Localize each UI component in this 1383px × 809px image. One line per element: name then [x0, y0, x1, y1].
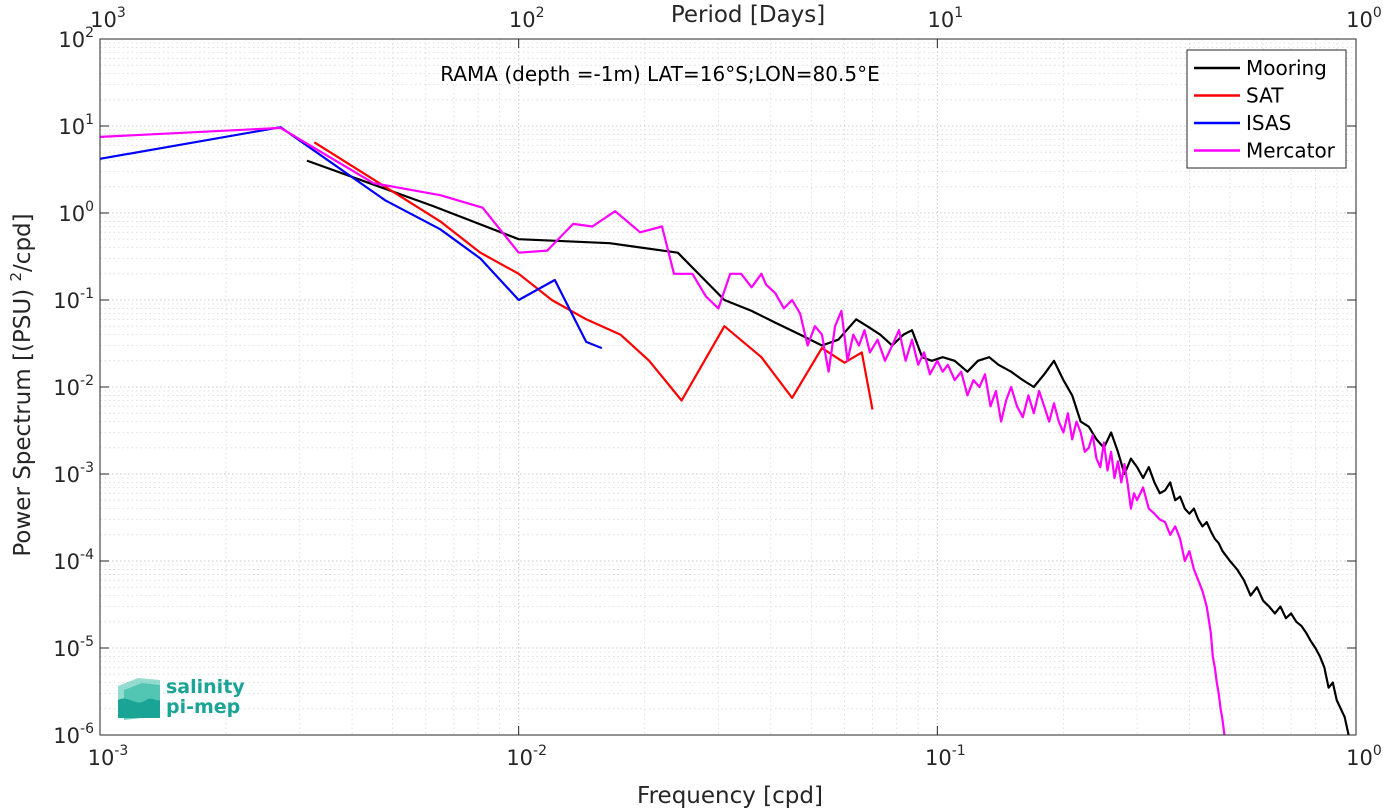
- top-tick-label: 102: [509, 5, 545, 32]
- y-tick-label-base: 10: [53, 637, 80, 661]
- logo-mark-icon: [118, 678, 160, 720]
- y-tick-label-exp: -6: [80, 721, 94, 737]
- x-tick-label-exp: -2: [533, 743, 547, 759]
- tick-marks: [99, 38, 1357, 736]
- top-tick-label-exp: 0: [1373, 5, 1382, 21]
- y-axis-title-text: Power Spectrum [(PSU): [10, 289, 36, 557]
- y-tick-label-exp: -1: [80, 286, 94, 302]
- top-tick-label-base: 10: [928, 8, 955, 32]
- x-tick-label: 10-1: [925, 743, 966, 770]
- legend: Mooring SAT ISAS Mercator: [1186, 49, 1347, 169]
- y-tick-label: 100: [58, 199, 94, 226]
- y-axis-title: Power Spectrum [(PSU) 2/cpd]: [7, 213, 36, 556]
- x-tick-label: 10-3: [88, 743, 129, 770]
- legend-box: [1186, 49, 1347, 169]
- series-line-sat: [313, 141, 874, 410]
- x-tick-label-base: 10: [88, 746, 115, 770]
- top-tick-label-base: 10: [90, 8, 117, 32]
- top-tick-label: 100: [1346, 5, 1382, 32]
- y-tick-label-base: 10: [58, 28, 85, 52]
- y-tick-label: 10-3: [53, 460, 94, 487]
- top-tick-label: 103: [90, 5, 126, 32]
- series-line-isas: [99, 126, 603, 350]
- x-tick-label-base: 10: [925, 746, 952, 770]
- y-tick-label: 10-1: [53, 286, 94, 313]
- y-tick-label: 102: [58, 25, 94, 52]
- series-layer: [99, 126, 1350, 736]
- y-tick-label: 10-6: [53, 721, 94, 748]
- legend-label-mooring: Mooring: [1246, 56, 1327, 80]
- y-tick-label-exp: 0: [85, 199, 94, 215]
- logo-line2: pi-mep: [166, 696, 240, 718]
- x-tick-label: 100: [1346, 743, 1382, 770]
- y-tick-label-exp: 2: [85, 25, 94, 41]
- y-tick-label-exp: -3: [80, 460, 94, 476]
- y-tick-label-base: 10: [53, 463, 80, 487]
- x-axis-title: Frequency [cpd]: [637, 783, 823, 809]
- x-tick-labels: 10-3 10-2 10-1 100: [88, 743, 1382, 770]
- y-tick-label: 10-2: [53, 373, 94, 400]
- top-tick-labels: 103 102 101 100: [90, 5, 1382, 32]
- legend-label-isas: ISAS: [1246, 111, 1291, 135]
- y-tick-label-base: 10: [58, 202, 85, 226]
- top-tick-label-base: 10: [509, 8, 536, 32]
- top-tick-label-exp: 2: [536, 5, 545, 21]
- top-tick-label-exp: 1: [954, 5, 963, 21]
- x-tick-label-exp: -1: [952, 743, 966, 759]
- x-tick-label-base: 10: [1346, 746, 1373, 770]
- x-tick-label-exp: -3: [114, 743, 128, 759]
- y-tick-label-exp: -5: [80, 634, 94, 650]
- logo-line1: salinity: [166, 676, 245, 698]
- x-tick-label-base: 10: [506, 746, 533, 770]
- y-tick-label-base: 10: [58, 115, 85, 139]
- y-tick-label-base: 10: [53, 724, 80, 748]
- salinity-pi-mep-logo: salinity pi-mep: [118, 676, 245, 720]
- top-axis-title: Period [Days]: [671, 2, 825, 28]
- legend-label-mercator: Mercator: [1246, 139, 1336, 163]
- chart-annotation: RAMA (depth =-1m) LAT=16°S;LON=80.5°E: [440, 62, 879, 86]
- legend-label-sat: SAT: [1246, 84, 1284, 108]
- y-tick-label-base: 10: [53, 289, 80, 313]
- y-tick-label: 10-4: [53, 547, 94, 574]
- y-tick-label: 101: [58, 112, 94, 139]
- series-line-mooring: [306, 159, 1350, 736]
- y-tick-label: 10-5: [53, 634, 94, 661]
- top-tick-label-exp: 3: [117, 5, 126, 21]
- top-tick-label: 101: [928, 5, 964, 32]
- x-tick-label-exp: 0: [1373, 743, 1382, 759]
- y-tick-label-exp: -2: [80, 373, 94, 389]
- y-tick-label-base: 10: [53, 550, 80, 574]
- y-tick-label-exp: 1: [85, 112, 94, 128]
- y-tick-label-exp: -4: [80, 547, 94, 563]
- y-axis-title-sup: 2: [7, 272, 25, 282]
- series-line-mercator: [99, 126, 1226, 736]
- y-axis-title-rest: /cpd]: [10, 213, 36, 272]
- x-tick-label: 10-2: [506, 743, 547, 770]
- top-tick-label-base: 10: [1346, 8, 1373, 32]
- y-tick-label-base: 10: [53, 376, 80, 400]
